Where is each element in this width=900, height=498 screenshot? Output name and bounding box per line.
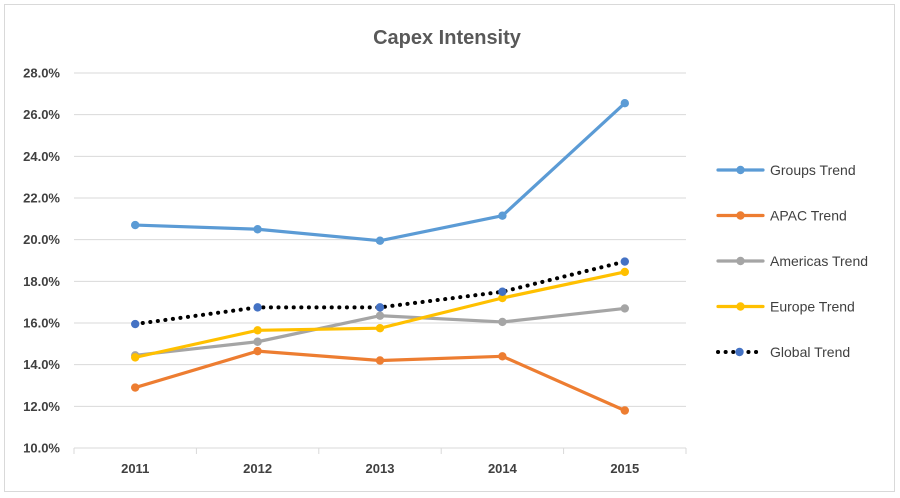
legend-label: APAC Trend: [770, 208, 847, 224]
data-point: [375, 236, 385, 245]
legend-label: Americas Trend: [770, 253, 868, 269]
legend-entry: Europe Trend: [716, 299, 855, 315]
series-lines: [131, 99, 629, 415]
legend-marker: [736, 256, 745, 266]
legend: Groups Trend APAC Trend Americas Trend Euro…: [716, 162, 868, 360]
data-point: [131, 220, 140, 230]
data-point: [375, 356, 385, 365]
data-point: [253, 326, 262, 335]
legend-marker: [736, 211, 745, 220]
data-point: [620, 267, 629, 277]
data-point: [131, 319, 140, 329]
data-point: [498, 211, 507, 220]
data-point: [253, 303, 262, 312]
legend-marker: [735, 347, 744, 357]
legend-label: Groups Trend: [770, 162, 856, 178]
legend-entry: Groups Trend: [716, 162, 856, 178]
y-tick-label: 12.0%: [23, 399, 60, 414]
data-point: [375, 311, 385, 320]
data-point: [498, 287, 507, 296]
x-axis: 2011 2012 2013 2014 2015: [73, 448, 687, 476]
x-tick-label: 2015: [610, 461, 639, 476]
data-point: [620, 406, 629, 415]
data-point: [253, 225, 262, 234]
chart-title: Capex Intensity: [373, 27, 522, 49]
data-point: [498, 317, 507, 327]
data-point: [498, 293, 507, 303]
gridlines: [74, 72, 686, 449]
legend-label: Global Trend: [770, 344, 850, 360]
y-tick-label: 16.0%: [23, 316, 60, 331]
y-tick-label: 24.0%: [23, 149, 60, 164]
y-tick-label: 14.0%: [23, 357, 60, 372]
y-tick-label: 10.0%: [23, 441, 60, 456]
data-point: [620, 99, 629, 108]
series-line: [133, 101, 627, 243]
x-tick-label: 2012: [243, 461, 272, 476]
legend-entry: Americas Trend: [716, 253, 868, 269]
y-tick-label: 22.0%: [23, 191, 60, 206]
legend-marker: [736, 302, 745, 311]
data-point: [253, 337, 262, 346]
series-line: [133, 259, 627, 327]
legend-entry: APAC Trend: [716, 208, 847, 224]
data-point: [620, 304, 629, 313]
chart-area: [4, 4, 895, 492]
x-tick-label: 2011: [121, 461, 149, 476]
y-tick-label: 26.0%: [23, 107, 60, 122]
data-point: [375, 324, 385, 333]
data-point: [498, 352, 507, 361]
data-point: [131, 353, 140, 362]
data-point: [253, 346, 262, 356]
legend-label: Europe Trend: [770, 299, 855, 315]
x-tick-label: 2014: [488, 461, 518, 476]
data-point: [131, 383, 140, 392]
data-point: [375, 303, 385, 312]
data-point: [620, 257, 629, 266]
y-axis-tick-labels: 10.0% 12.0% 14.0% 16.0% 18.0% 20.0% 22.0% 24.0%…: [23, 66, 60, 456]
y-tick-label: 18.0%: [23, 274, 60, 289]
legend-marker: [736, 165, 745, 175]
y-tick-label: 28.0%: [23, 66, 60, 81]
x-tick-label: 2013: [366, 461, 395, 476]
legend-entry: Global Trend: [716, 344, 850, 360]
y-tick-label: 20.0%: [23, 232, 60, 247]
